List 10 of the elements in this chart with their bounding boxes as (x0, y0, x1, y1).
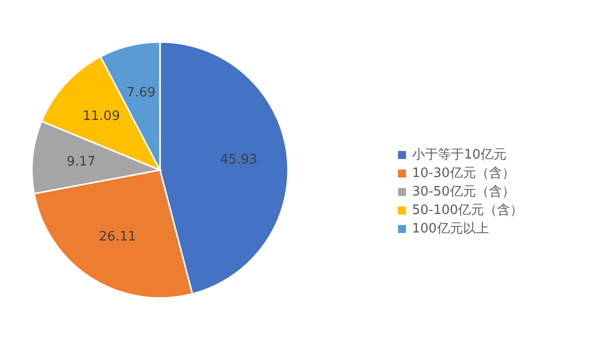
data-label: 9.17 (66, 154, 96, 170)
data-label: 7.69 (126, 85, 156, 100)
data-label: 26.11 (98, 230, 136, 245)
data-label: 45.93 (220, 152, 258, 168)
legend-label: 30-50亿元（含） (412, 184, 515, 200)
legend-label: 小于等于10亿元 (412, 148, 507, 162)
legend-label: 100亿元以上 (412, 222, 489, 236)
data-label: 11.09 (82, 109, 120, 124)
legend-label: 10-30亿元（含） (412, 166, 515, 181)
legend-label: 50-100亿元（含） (412, 203, 524, 218)
